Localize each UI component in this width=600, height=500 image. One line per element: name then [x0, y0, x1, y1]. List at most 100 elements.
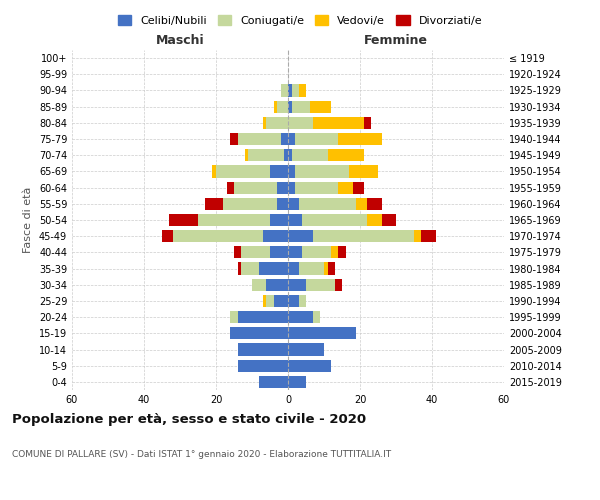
Bar — [198, 214, 270, 226]
Bar — [252, 278, 266, 291]
Bar — [338, 182, 353, 194]
Bar — [288, 84, 292, 96]
Bar — [281, 133, 288, 145]
Bar — [338, 133, 382, 145]
Bar — [274, 295, 288, 307]
Bar — [302, 214, 367, 226]
Bar — [173, 230, 263, 242]
Bar — [288, 198, 299, 210]
Bar — [313, 230, 414, 242]
Bar — [234, 182, 277, 194]
Y-axis label: Fasce di età: Fasce di età — [23, 187, 33, 253]
Text: COMUNE DI PALLARE (SV) - Dati ISTAT 1° gennaio 2020 - Elaborazione TUTTITALIA.IT: COMUNE DI PALLARE (SV) - Dati ISTAT 1° g… — [12, 450, 391, 459]
Text: Popolazione per età, sesso e stato civile - 2020: Popolazione per età, sesso e stato civil… — [12, 412, 366, 426]
Bar — [230, 133, 238, 145]
Bar — [259, 376, 288, 388]
Bar — [324, 262, 328, 274]
Bar — [263, 117, 266, 129]
Bar — [288, 166, 295, 177]
Bar — [245, 149, 248, 162]
Bar — [313, 117, 364, 129]
Bar — [284, 149, 288, 162]
Bar — [364, 117, 371, 129]
Bar — [259, 262, 288, 274]
Bar — [288, 360, 331, 372]
Bar — [292, 149, 328, 162]
Bar — [421, 230, 436, 242]
Bar — [277, 100, 288, 112]
Bar — [266, 295, 274, 307]
Bar — [288, 262, 299, 274]
Bar — [295, 182, 338, 194]
Bar — [335, 278, 342, 291]
Bar — [270, 166, 288, 177]
Bar — [299, 84, 306, 96]
Text: Maschi: Maschi — [155, 34, 205, 47]
Bar — [367, 198, 382, 210]
Bar — [238, 344, 288, 355]
Bar — [274, 100, 277, 112]
Bar — [292, 84, 299, 96]
Bar — [295, 166, 349, 177]
Bar — [270, 246, 288, 258]
Bar — [263, 230, 288, 242]
Bar — [306, 278, 335, 291]
Bar — [234, 246, 241, 258]
Bar — [238, 311, 288, 323]
Bar — [212, 166, 216, 177]
Bar — [331, 246, 338, 258]
Bar — [238, 360, 288, 372]
Bar — [295, 133, 338, 145]
Bar — [288, 230, 313, 242]
Bar — [216, 166, 270, 177]
Bar — [241, 246, 270, 258]
Bar — [288, 344, 324, 355]
Bar — [328, 149, 364, 162]
Bar — [288, 117, 313, 129]
Bar — [230, 328, 288, 340]
Bar — [367, 214, 382, 226]
Bar — [288, 149, 292, 162]
Bar — [248, 149, 284, 162]
Bar — [288, 311, 313, 323]
Bar — [338, 246, 346, 258]
Bar — [263, 295, 266, 307]
Bar — [223, 198, 277, 210]
Bar — [299, 198, 356, 210]
Bar — [288, 246, 302, 258]
Bar — [288, 133, 295, 145]
Bar — [205, 198, 223, 210]
Bar — [266, 278, 288, 291]
Bar — [277, 198, 288, 210]
Bar — [270, 214, 288, 226]
Bar — [266, 117, 288, 129]
Bar — [288, 214, 302, 226]
Bar — [382, 214, 396, 226]
Bar — [241, 262, 259, 274]
Bar — [227, 182, 234, 194]
Bar — [353, 182, 364, 194]
Bar — [288, 328, 356, 340]
Bar — [288, 295, 299, 307]
Bar — [299, 262, 324, 274]
Bar — [328, 262, 335, 274]
Text: Femmine: Femmine — [364, 34, 428, 47]
Bar — [238, 133, 281, 145]
Bar — [277, 182, 288, 194]
Bar — [349, 166, 378, 177]
Bar — [162, 230, 173, 242]
Bar — [288, 182, 295, 194]
Bar — [288, 376, 306, 388]
Bar — [310, 100, 331, 112]
Bar — [230, 311, 238, 323]
Bar — [169, 214, 198, 226]
Bar — [313, 311, 320, 323]
Bar — [288, 278, 306, 291]
Legend: Celibi/Nubili, Coniugati/e, Vedovi/e, Divorziati/e: Celibi/Nubili, Coniugati/e, Vedovi/e, Di… — [113, 10, 487, 30]
Bar — [238, 262, 241, 274]
Bar — [302, 246, 331, 258]
Bar — [292, 100, 310, 112]
Bar — [414, 230, 421, 242]
Bar — [356, 198, 367, 210]
Bar — [288, 100, 292, 112]
